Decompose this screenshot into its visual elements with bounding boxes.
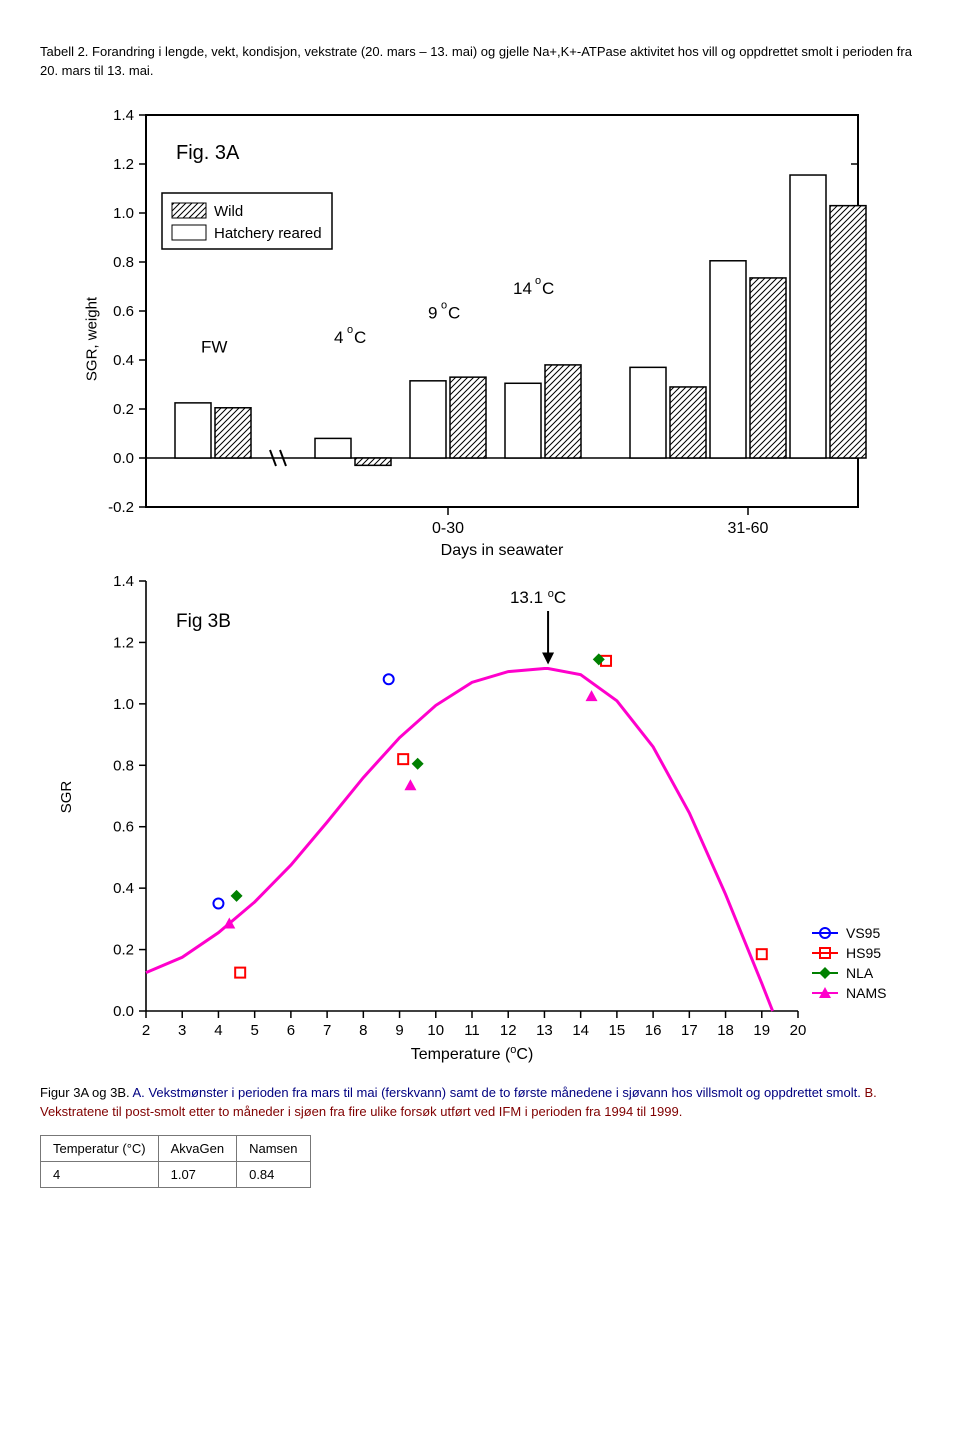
svg-text:0.0: 0.0 [113, 450, 134, 467]
svg-text:Wild: Wild [214, 203, 243, 220]
th-namsen: Namsen [237, 1136, 310, 1162]
svg-text:18: 18 [717, 1022, 734, 1039]
svg-text:17: 17 [681, 1022, 698, 1039]
fig-3a-svg: -0.20.00.20.40.60.81.01.21.4Fig. 3AFW4oC… [98, 105, 878, 565]
fig-3a-container: SGR, weight -0.2 0.0 0.2 0.4 0.6 0.8 1.0 1.2 1.4… [40, 95, 920, 565]
svg-text:o: o [441, 299, 447, 311]
svg-text:4: 4 [334, 328, 343, 347]
svg-text:1.4: 1.4 [113, 107, 134, 124]
svg-text:0.8: 0.8 [113, 254, 134, 271]
svg-text:0-30: 0-30 [432, 520, 464, 537]
th-temperature: Temperatur (°C) [41, 1136, 159, 1162]
svg-text:1.4: 1.4 [113, 573, 134, 590]
svg-text:NLA: NLA [846, 965, 874, 981]
td-namsen: 0.84 [237, 1162, 310, 1188]
svg-text:10: 10 [427, 1022, 444, 1039]
table-header-row: Temperatur (°C) AkvaGen Namsen [41, 1136, 311, 1162]
svg-text:NAMS: NAMS [846, 985, 886, 1001]
svg-text:Days in seawater: Days in seawater [441, 542, 564, 559]
svg-text:Temperature (oC): Temperature (oC) [411, 1044, 534, 1063]
svg-text:19: 19 [753, 1022, 770, 1039]
svg-text:0.4: 0.4 [113, 352, 134, 369]
fig3-caption-a-text: Vekstmønster i perioden fra mars til mai… [148, 1085, 864, 1100]
svg-text:1.2: 1.2 [113, 156, 134, 173]
svg-text:11: 11 [464, 1022, 480, 1039]
svg-text:5: 5 [250, 1022, 258, 1039]
svg-text:-0.2: -0.2 [108, 499, 134, 516]
svg-text:15: 15 [609, 1022, 626, 1039]
svg-text:4: 4 [214, 1022, 222, 1039]
svg-text:16: 16 [645, 1022, 662, 1039]
svg-text:VS95: VS95 [846, 925, 880, 941]
svg-text:9: 9 [428, 303, 437, 322]
svg-text:9: 9 [395, 1022, 403, 1039]
fig3-caption-lead: Figur 3A og 3B. [40, 1085, 133, 1100]
svg-text:o: o [347, 324, 353, 336]
svg-text:7: 7 [323, 1022, 331, 1039]
svg-text:Fig. 3A: Fig. 3A [176, 142, 240, 164]
svg-text:Fig 3B: Fig 3B [176, 611, 231, 632]
fig3b-ylabel: SGR [58, 781, 75, 814]
svg-text:1.0: 1.0 [113, 696, 134, 713]
fig3-caption-b-text: Vekstratene til post-smolt etter to måne… [40, 1104, 682, 1119]
table-row: 4 1.07 0.84 [41, 1162, 311, 1188]
svg-text:HS95: HS95 [846, 945, 881, 961]
fig-3b-svg: 0.0 0.2 0.4 0.6 0.8 1.0 1.2 1.4 2 3 4 5 6 7 8 9 10 11 12 13… [98, 571, 918, 1071]
svg-text:1.2: 1.2 [113, 634, 134, 651]
svg-text:20: 20 [790, 1022, 807, 1039]
table2-caption: Tabell 2. Forandring i lengde, vekt, kon… [40, 43, 920, 81]
temperature-table: Temperatur (°C) AkvaGen Namsen 4 1.07 0.… [40, 1135, 311, 1188]
th-akvagen: AkvaGen [158, 1136, 236, 1162]
svg-text:0.8: 0.8 [113, 757, 134, 774]
svg-text:6: 6 [287, 1022, 295, 1039]
svg-text:0.6: 0.6 [113, 303, 134, 320]
td-temp: 4 [41, 1162, 159, 1188]
svg-text:1.0: 1.0 [113, 205, 134, 222]
svg-text:0.0: 0.0 [113, 1003, 134, 1020]
svg-text:8: 8 [359, 1022, 367, 1039]
svg-text:FW: FW [201, 337, 227, 356]
fig3-caption-a-label: A. [133, 1085, 145, 1100]
svg-text:Hatchery reared: Hatchery reared [214, 225, 322, 242]
svg-text:0.6: 0.6 [113, 818, 134, 835]
svg-text:13.1 oC: 13.1 oC [510, 588, 566, 607]
svg-text:14: 14 [572, 1022, 589, 1039]
svg-text:2: 2 [142, 1022, 150, 1039]
svg-text:14: 14 [513, 279, 532, 298]
svg-text:0.4: 0.4 [113, 880, 134, 897]
svg-text:13: 13 [536, 1022, 553, 1039]
fig3-caption: Figur 3A og 3B. A. Vekstmønster i period… [40, 1084, 920, 1122]
svg-text:o: o [535, 275, 541, 287]
svg-text:C: C [354, 328, 366, 347]
td-akvagen: 1.07 [158, 1162, 236, 1188]
svg-text:C: C [448, 303, 460, 322]
fig3a-ylabel: SGR, weight [84, 297, 101, 381]
fig3-caption-b-label: B. [864, 1085, 876, 1100]
svg-text:3: 3 [178, 1022, 186, 1039]
svg-text:12: 12 [500, 1022, 517, 1039]
svg-text:C: C [542, 279, 554, 298]
svg-text:0.2: 0.2 [113, 941, 134, 958]
svg-text:31-60: 31-60 [728, 520, 769, 537]
fig-3b-container: SGR 0.0 0.2 0.4 0.6 0.8 1.0 1.2 1.4 2 3 4 5 6 7 8 9 10 11… [40, 565, 920, 1071]
svg-text:0.2: 0.2 [113, 401, 134, 418]
